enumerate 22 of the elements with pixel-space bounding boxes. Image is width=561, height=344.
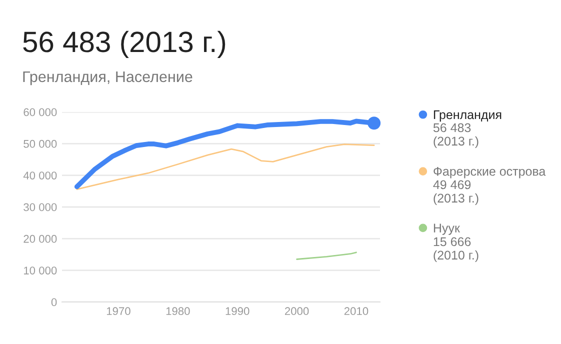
x-tick-label: 1990 <box>226 307 250 316</box>
y-tick-label: 60 000 <box>24 108 57 116</box>
y-tick-label: 40 000 <box>23 172 57 180</box>
x-tick-label: 2010 <box>344 307 368 316</box>
line-series <box>296 252 357 260</box>
y-tick-label: 30 000 <box>24 203 57 212</box>
chart-title: 56 483 (2013 г.) <box>23 30 226 58</box>
legend-label: Нуук <box>434 224 460 235</box>
x-tick-label: 1980 <box>166 307 190 316</box>
chart-subtitle: Гренландия, Население <box>23 71 192 86</box>
line-series <box>76 144 375 190</box>
y-tick-label: 50 000 <box>24 140 57 148</box>
y-tick-label: 10 000 <box>24 266 57 274</box>
text: 15 666 (2010 г.) <box>434 237 478 262</box>
text: 56 483 (2013 г.) <box>433 123 478 148</box>
x-tick-label: 2000 <box>284 307 309 316</box>
y-tick-label: 20 000 <box>24 234 57 243</box>
text: 49 469 (2013 г.) <box>433 180 478 206</box>
x-tick-label: 1970 <box>106 307 130 316</box>
legend-label: Гренландия <box>434 110 502 122</box>
y-tick-label: 0 <box>51 298 57 306</box>
legend-label: Фарерские острова <box>434 167 546 178</box>
